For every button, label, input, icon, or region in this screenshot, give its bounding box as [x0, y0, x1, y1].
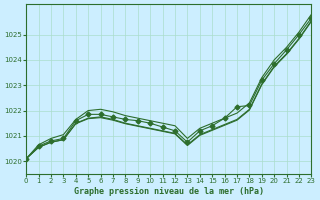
- X-axis label: Graphe pression niveau de la mer (hPa): Graphe pression niveau de la mer (hPa): [74, 187, 264, 196]
